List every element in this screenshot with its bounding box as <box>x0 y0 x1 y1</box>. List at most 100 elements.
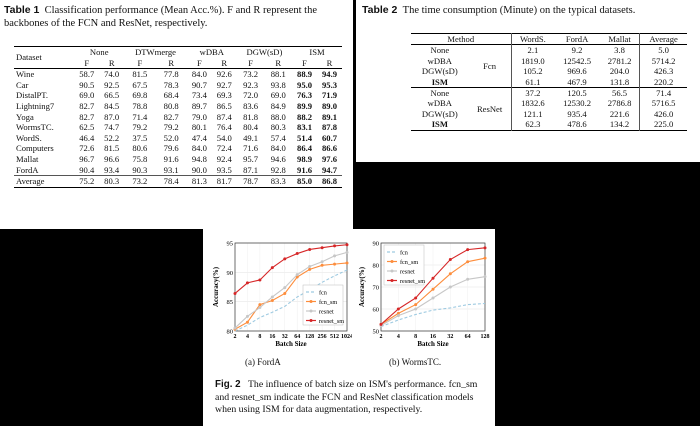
table-row: FordA 90.4 93.4 90.3 93.1 90.0 93.5 87.1 92.8 91.… <box>14 165 342 176</box>
data-point <box>283 286 287 290</box>
time-table: Method WordS. FordA Mallat Average None F… <box>411 33 687 131</box>
value-cell: 80.6 <box>132 143 148 154</box>
value-cell: 74.0 <box>104 69 120 80</box>
value-cell: 61.1 <box>525 76 541 87</box>
sub-header-cell: F <box>84 57 90 68</box>
legend-box <box>302 284 344 326</box>
value-cell: 86.6 <box>321 143 338 154</box>
data-point <box>345 261 349 265</box>
value-cell: 52.2 <box>104 132 120 143</box>
value-cell: 80.1 <box>191 122 207 133</box>
sub-header-cell: F <box>248 57 253 68</box>
method-name: None <box>430 88 450 99</box>
value-cell: 88.1 <box>270 69 286 80</box>
value-cell: 77.8 <box>163 69 179 80</box>
method-name: DGW(sD) <box>421 108 458 119</box>
value-cell: 89.9 <box>297 100 313 111</box>
value-cell: 90.7 <box>191 79 207 90</box>
value-cell: 37.5 <box>132 132 148 143</box>
table-row: DGW(sD) 105.2 969.6 204.0 426.3 <box>411 66 687 77</box>
value-cell: 96.7 <box>79 153 95 164</box>
y-tick-label: 60 <box>373 307 380 314</box>
dataset-name: Computers <box>16 143 54 154</box>
value-cell: 54.0 <box>216 132 232 143</box>
dataset-name: FordA <box>16 164 39 175</box>
x-axis-label: Batch Size <box>275 340 306 348</box>
value-cell: 97.6 <box>321 153 338 164</box>
table-row: Wine 58.7 74.0 81.5 77.8 84.0 92.6 73.2 88.1 88.9… <box>14 69 342 80</box>
x-tick-label: 1024 <box>341 334 352 340</box>
value-cell: 89.0 <box>321 100 338 111</box>
value-cell: 86.8 <box>321 176 338 187</box>
data-point <box>414 303 418 307</box>
value-cell: 93.1 <box>163 164 179 175</box>
x-tick-label: 8 <box>258 334 261 340</box>
data-point <box>270 295 274 299</box>
value-cell: 83.1 <box>297 122 313 133</box>
value-cell: 121.1 <box>523 108 543 119</box>
value-cell: 220.2 <box>653 76 674 87</box>
data-point <box>414 296 418 300</box>
legend-marker <box>390 269 394 273</box>
value-cell: 72.0 <box>243 90 259 101</box>
value-cell: 92.3 <box>243 79 259 90</box>
y-tick-label: 80 <box>227 329 234 336</box>
value-cell: 94.7 <box>321 164 338 175</box>
value-cell: 426.3 <box>653 66 674 77</box>
average-row: Average 75.2 80.3 73.2 78.4 81.3 81.7 78.7 83.3 8… <box>14 175 342 188</box>
table-row: Yoga 82.7 87.0 71.4 82.7 79.0 87.4 81.8 88.0 88.2… <box>14 112 342 123</box>
data-point <box>333 262 337 266</box>
subcaption-forda: (a) FordA <box>245 357 281 367</box>
table1-panel: Table 1 Classification performance (Mean… <box>0 0 353 229</box>
table2-body: None Fcn 2.1 9.2 3.8 5.0 wDBA 1819.0 12542.5 2781… <box>411 44 687 131</box>
value-cell: 90.5 <box>79 79 95 90</box>
table-row: WormsTC. 62.5 74.7 79.2 79.2 80.1 76.4 80.4 80.3… <box>14 122 342 133</box>
method-name: wDBA <box>427 98 452 109</box>
value-cell: 47.4 <box>191 132 207 143</box>
value-cell: 69.0 <box>79 90 95 101</box>
value-cell: 87.4 <box>216 111 232 122</box>
data-point <box>379 322 383 326</box>
value-cell: 84.0 <box>270 143 286 154</box>
value-cell: 93.4 <box>104 164 120 175</box>
value-cell: 90.4 <box>79 164 95 175</box>
table1-body: Wine 58.7 74.0 81.5 77.8 84.0 92.6 73.2 88.1 88.9… <box>14 69 342 188</box>
method-name: None <box>430 45 450 56</box>
table-row: WordS. 46.4 52.2 37.5 52.0 47.4 54.0 49.1 57.4 51… <box>14 133 342 144</box>
value-cell: 105.2 <box>523 66 543 77</box>
backbone-name: ResNet <box>468 87 512 131</box>
value-cell: 426.0 <box>653 108 674 119</box>
data-point <box>345 250 349 254</box>
value-cell: 221.6 <box>599 108 641 120</box>
value-cell: 83.3 <box>270 176 286 187</box>
legend-label: resnet <box>400 269 415 276</box>
value-cell: 5716.5 <box>651 98 676 109</box>
dataset-name: Wine <box>16 69 35 80</box>
value-cell: 79.6 <box>163 143 179 154</box>
value-cell: 78.7 <box>243 176 259 187</box>
x-tick-label: 32 <box>447 334 453 340</box>
value-cell: 90.0 <box>191 164 207 175</box>
value-cell: 60.7 <box>321 132 338 143</box>
value-cell: 96.6 <box>104 153 120 164</box>
backbone-name: Fcn <box>468 44 512 88</box>
header-method: Method <box>411 33 512 45</box>
value-cell: 91.6 <box>163 153 179 164</box>
dataset-name: WordS. <box>16 132 42 143</box>
x-tick-label: 4 <box>246 334 249 340</box>
data-point <box>466 260 470 264</box>
x-axis-label: Batch Size <box>417 340 448 348</box>
data-point <box>320 246 324 250</box>
value-cell: 76.3 <box>297 90 313 101</box>
plot-frame <box>234 242 348 332</box>
data-point <box>431 287 435 291</box>
chart-wormstc: 50 60 70 80 90 2 4 8 16 32 64 128 Batch Size Accuracy… <box>358 241 490 349</box>
value-cell: 969.6 <box>567 66 587 77</box>
value-cell: 75.2 <box>79 176 95 187</box>
x-tick-label: 8 <box>414 334 417 340</box>
value-cell: 94.6 <box>270 153 286 164</box>
data-point <box>295 275 299 279</box>
y-tick-label: 70 <box>373 285 380 292</box>
data-point <box>283 291 287 295</box>
value-cell: 5.0 <box>658 45 669 56</box>
